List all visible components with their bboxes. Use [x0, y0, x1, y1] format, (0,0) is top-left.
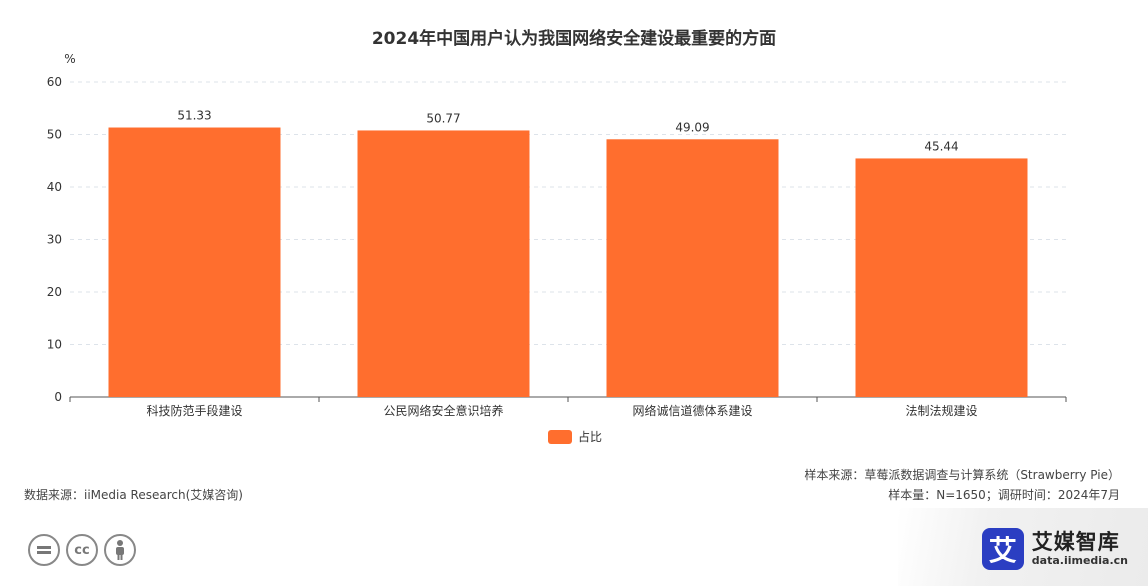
y-tick-label: 30 — [47, 233, 62, 247]
brand-url: data.iimedia.cn — [1031, 553, 1128, 567]
sample-source: 样本来源：草莓派数据调查与计算系统（Strawberry Pie） — [804, 468, 1120, 482]
license-badges: cc — [28, 534, 136, 566]
y-tick-label: 50 — [47, 128, 62, 142]
y-tick-label: 20 — [47, 285, 62, 299]
person-icon — [104, 534, 136, 566]
bar — [606, 139, 779, 397]
brand-logo-icon: 艾 — [981, 528, 1024, 570]
sample-size: 样本量：N=1650；调研时间：2024年7月 — [888, 488, 1120, 502]
y-tick-label: 40 — [47, 180, 62, 194]
bar — [108, 127, 281, 397]
data-label: 49.09 — [675, 120, 709, 134]
x-tick-label: 网络诚信道德体系建设 — [632, 403, 752, 418]
equals-icon — [28, 534, 60, 566]
data-source: 数据来源：iiMedia Research(艾媒咨询) — [24, 488, 243, 502]
bar — [357, 130, 530, 397]
brand-name: 艾媒智库 — [1031, 530, 1120, 555]
x-tick-label: 法制法规建设 — [905, 403, 977, 418]
y-tick-label: 0 — [54, 390, 62, 404]
data-label: 45.44 — [924, 139, 958, 153]
chart-title: 2024年中国用户认为我国网络安全建设最重要的方面 — [371, 29, 777, 49]
y-tick-label: 10 — [47, 338, 62, 352]
legend-swatch — [548, 430, 572, 444]
bar — [855, 158, 1028, 397]
x-tick-label: 公民网络安全意识培养 — [383, 403, 503, 418]
y-tick-label: 60 — [47, 75, 62, 89]
cc-icon: cc — [66, 534, 98, 566]
data-label: 50.77 — [426, 111, 460, 125]
data-label: 51.33 — [177, 109, 211, 123]
y-axis-unit: % — [64, 52, 75, 66]
legend-label: 占比 — [578, 429, 602, 444]
x-tick-label: 科技防范手段建设 — [146, 403, 242, 418]
brand[interactable]: 艾 艾媒智库 data.iimedia.cn — [981, 528, 1128, 570]
bar-chart: % 0 10 20 30 40 50 60 51.33 科技防范手段建设 50.77 公民网络安全意识… — [47, 52, 1067, 444]
